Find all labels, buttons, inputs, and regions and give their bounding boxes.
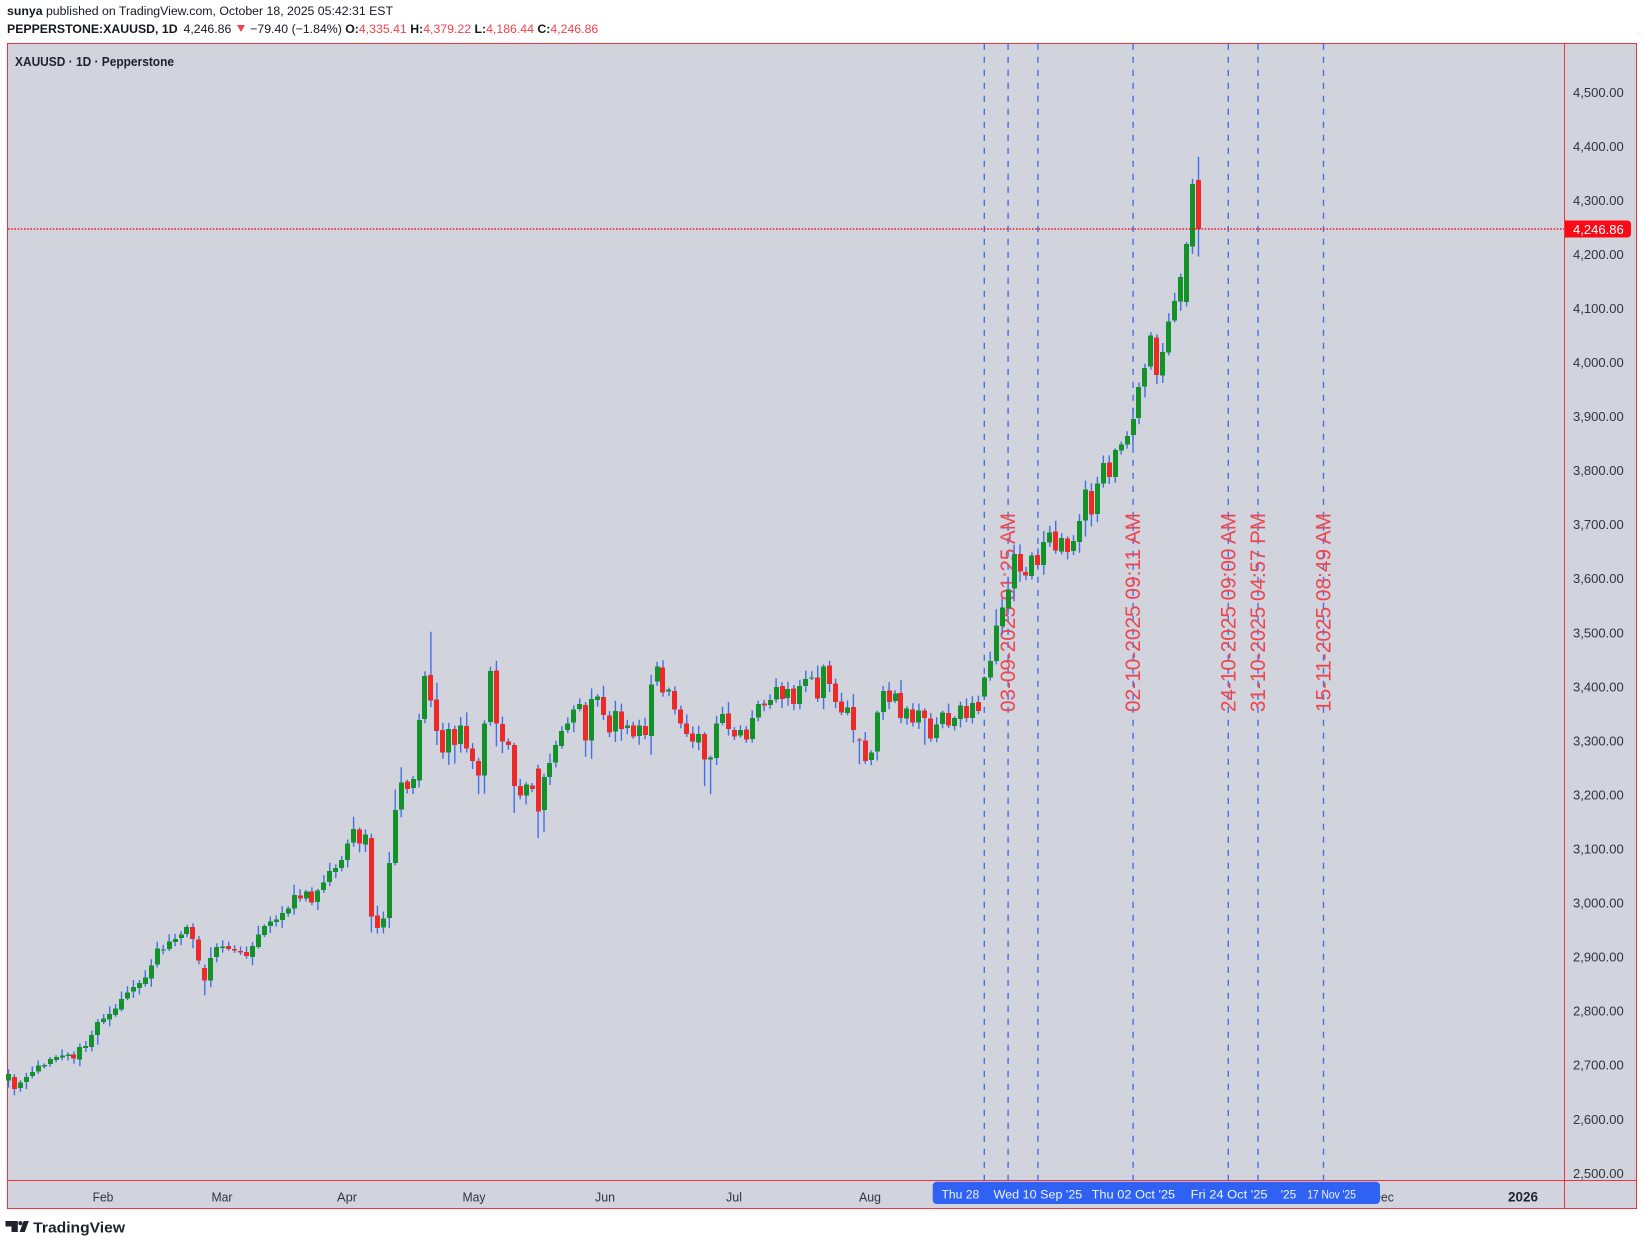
svg-text:3,200.00: 3,200.00 <box>1573 787 1624 802</box>
svg-text:Wed 10 Sep '25: Wed 10 Sep '25 <box>994 1189 1083 1201</box>
svg-text:2,900.00: 2,900.00 <box>1573 950 1624 965</box>
svg-text:2,800.00: 2,800.00 <box>1573 1004 1624 1019</box>
svg-text:Aug: Aug <box>859 1190 881 1204</box>
svg-text:Thu 28: Thu 28 <box>942 1189 980 1201</box>
svg-text:2,700.00: 2,700.00 <box>1573 1058 1624 1073</box>
svg-text:17 Nov '25: 17 Nov '25 <box>1307 1189 1356 1201</box>
svg-text:Fri 24 Oct '25: Fri 24 Oct '25 <box>1191 1189 1268 1201</box>
svg-text:4,400.00: 4,400.00 <box>1573 139 1624 154</box>
svg-text:2,600.00: 2,600.00 <box>1573 1112 1624 1127</box>
svg-text:3,700.00: 3,700.00 <box>1573 517 1624 532</box>
svg-text:Thu 02 Oct '25: Thu 02 Oct '25 <box>1092 1189 1176 1201</box>
svg-text:TradingView: TradingView <box>33 1219 125 1236</box>
svg-text:3,400.00: 3,400.00 <box>1573 679 1624 694</box>
svg-text:02-10-2025 09:11 AM: 02-10-2025 09:11 AM <box>1122 513 1145 712</box>
svg-text:3,000.00: 3,000.00 <box>1573 896 1624 911</box>
svg-text:31-10-2025 04:57 PM: 31-10-2025 04:57 PM <box>1247 513 1270 712</box>
svg-text:3,300.00: 3,300.00 <box>1573 733 1624 748</box>
svg-text:3,600.00: 3,600.00 <box>1573 571 1624 586</box>
svg-text:May: May <box>463 1190 487 1204</box>
svg-text:XAUUSD · 1D · Pepperstone: XAUUSD · 1D · Pepperstone <box>15 54 174 69</box>
svg-text:4,200.00: 4,200.00 <box>1573 247 1624 262</box>
svg-text:Mar: Mar <box>212 1190 233 1204</box>
svg-text:Apr: Apr <box>337 1190 357 1204</box>
svg-text:2,500.00: 2,500.00 <box>1573 1166 1624 1181</box>
svg-text:'25: '25 <box>1281 1189 1296 1201</box>
svg-text:2026: 2026 <box>1508 1189 1538 1204</box>
svg-text:3,100.00: 3,100.00 <box>1573 842 1624 857</box>
svg-text:4,500.00: 4,500.00 <box>1573 85 1624 100</box>
svg-text:3,500.00: 3,500.00 <box>1573 625 1624 640</box>
svg-text:Jul: Jul <box>726 1190 742 1204</box>
svg-text:Jun: Jun <box>595 1190 615 1204</box>
svg-text:Feb: Feb <box>93 1190 114 1204</box>
svg-text:4,300.00: 4,300.00 <box>1573 193 1624 208</box>
svg-text:4,000.00: 4,000.00 <box>1573 355 1624 370</box>
svg-text:4,246.86: 4,246.86 <box>1573 222 1624 237</box>
svg-text:4,100.00: 4,100.00 <box>1573 301 1624 316</box>
svg-text:3,800.00: 3,800.00 <box>1573 463 1624 478</box>
svg-text:15-11-2025 08:49 AM: 15-11-2025 08:49 AM <box>1313 513 1336 712</box>
svg-text:24-10-2025 09:00 AM: 24-10-2025 09:00 AM <box>1217 513 1240 712</box>
svg-text:3,900.00: 3,900.00 <box>1573 409 1624 424</box>
